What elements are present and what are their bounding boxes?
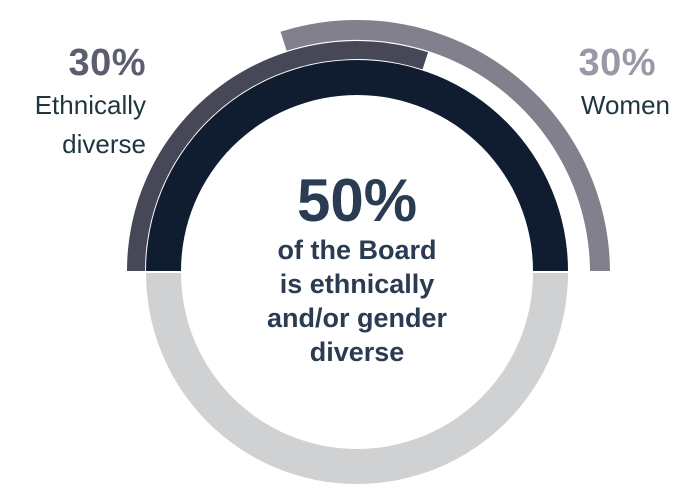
ethnic-diverse-percent: 30% bbox=[68, 42, 146, 84]
center-summary: 50% of the Board is ethnically and/or ge… bbox=[232, 170, 482, 368]
women-percent: 30% bbox=[578, 42, 656, 84]
center-text-line2: is ethnically bbox=[279, 269, 435, 299]
center-text-line3: and/or gender bbox=[266, 303, 448, 333]
ethnic-diverse-text-line2: diverse bbox=[62, 129, 146, 159]
center-text-line4: diverse bbox=[309, 337, 405, 367]
board-diverse-percent: 50% bbox=[296, 167, 418, 234]
women-text: Women bbox=[580, 90, 670, 120]
center-text-line1: of the Board bbox=[277, 235, 437, 265]
board-remaining-arc bbox=[146, 273, 568, 484]
ethnic-diverse-label: 30% Ethnically diverse bbox=[0, 44, 146, 160]
board-diverse-arc bbox=[146, 60, 568, 271]
ethnic-diverse-text-line1: Ethnically bbox=[34, 90, 146, 120]
women-label: 30% Women bbox=[560, 44, 670, 121]
